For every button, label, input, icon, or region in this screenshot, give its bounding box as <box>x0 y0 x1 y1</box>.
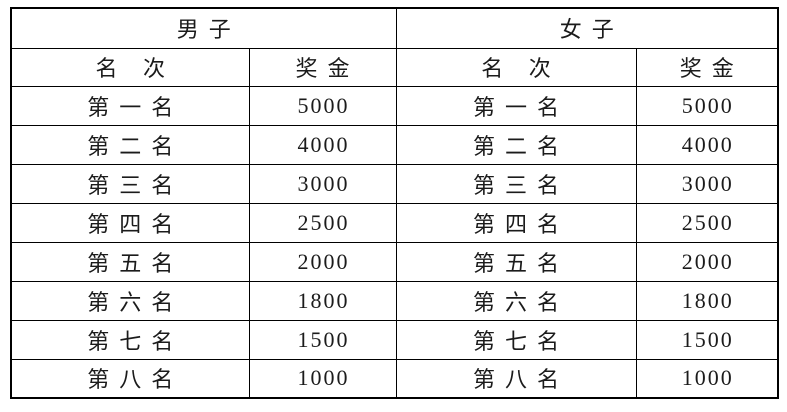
cell-text: 第七名 <box>473 328 570 354</box>
cell-text: 第七名 <box>87 328 184 354</box>
rank-cell: 第三名 <box>10 163 250 204</box>
cell-text: 5000 <box>681 92 734 118</box>
prize-cell: 5000 <box>248 85 397 126</box>
cell-text: 第三名 <box>87 172 184 198</box>
group-header-women-label: 女子 <box>559 17 624 43</box>
table-row: 第三名 3000 第三名 3000 <box>10 163 779 204</box>
col-header-rank-men: 名 次 <box>10 47 250 87</box>
rank-cell: 第四名 <box>10 202 250 243</box>
prize-cell: 1000 <box>248 358 397 399</box>
cell-text: 1800 <box>297 287 350 313</box>
col-header-prize-women: 奖金 <box>635 47 779 87</box>
rank-cell: 第六名 <box>395 280 637 321</box>
table-row: 第二名 4000 第二名 4000 <box>10 124 779 165</box>
cell-text: 2500 <box>681 209 734 235</box>
prize-cell: 1800 <box>248 280 397 321</box>
col-header-label: 名 次 <box>481 56 561 81</box>
rank-cell: 第五名 <box>10 241 250 282</box>
col-header-label: 名 次 <box>95 56 175 81</box>
rank-cell: 第六名 <box>10 280 250 321</box>
rank-cell: 第一名 <box>395 85 637 126</box>
prize-cell: 3000 <box>635 163 779 204</box>
cell-text: 第三名 <box>473 172 570 198</box>
rank-cell: 第七名 <box>10 319 250 360</box>
cell-text: 第一名 <box>87 94 184 120</box>
prize-cell: 4000 <box>635 124 779 165</box>
rank-cell: 第四名 <box>395 202 637 243</box>
rank-cell: 第八名 <box>10 358 250 399</box>
table-row: 第八名 1000 第八名 1000 <box>10 358 779 399</box>
rank-cell: 第五名 <box>395 241 637 282</box>
cell-text: 1800 <box>681 287 734 313</box>
cell-text: 3000 <box>681 170 734 196</box>
prize-cell: 1000 <box>635 358 779 399</box>
prize-cell: 2500 <box>248 202 397 243</box>
table-row: 第一名 5000 第一名 5000 <box>10 85 779 126</box>
table-row: 第四名 2500 第四名 2500 <box>10 202 779 243</box>
rank-cell: 第二名 <box>395 124 637 165</box>
group-header-men: 男子 <box>10 7 397 49</box>
group-header-men-label: 男子 <box>176 17 241 43</box>
cell-text: 第六名 <box>473 289 570 315</box>
cell-text: 第八名 <box>473 367 570 393</box>
rank-cell: 第八名 <box>395 358 637 399</box>
cell-text: 第六名 <box>87 289 184 315</box>
cell-text: 2000 <box>297 248 350 274</box>
cell-text: 第二名 <box>473 133 570 159</box>
table-row: 第六名 1800 第六名 1800 <box>10 280 779 321</box>
group-header-women: 女子 <box>395 7 779 49</box>
col-header-label: 奖金 <box>295 56 360 81</box>
table-row: 第七名 1500 第七名 1500 <box>10 319 779 360</box>
cell-text: 1000 <box>297 365 350 391</box>
prize-cell: 1800 <box>635 280 779 321</box>
col-header-label: 奖金 <box>679 56 744 81</box>
cell-text: 第二名 <box>87 133 184 159</box>
cell-text: 3000 <box>297 170 350 196</box>
cell-text: 1500 <box>681 326 734 352</box>
rank-cell: 第二名 <box>10 124 250 165</box>
rank-cell: 第七名 <box>395 319 637 360</box>
prize-cell: 1500 <box>635 319 779 360</box>
col-header-rank-women: 名 次 <box>395 47 637 87</box>
cell-text: 5000 <box>297 92 350 118</box>
cell-text: 2500 <box>297 209 350 235</box>
cell-text: 第八名 <box>87 367 184 393</box>
group-header-row: 男子 女子 <box>10 7 779 49</box>
prize-cell: 4000 <box>248 124 397 165</box>
prize-cell: 2500 <box>635 202 779 243</box>
cell-text: 第五名 <box>87 250 184 276</box>
rank-cell: 第一名 <box>10 85 250 126</box>
cell-text: 第一名 <box>473 94 570 120</box>
cell-text: 1500 <box>297 326 350 352</box>
cell-text: 第四名 <box>473 211 570 237</box>
cell-text: 4000 <box>681 131 734 157</box>
prize-cell: 5000 <box>635 85 779 126</box>
cell-text: 4000 <box>297 131 350 157</box>
prize-table: 男子 女子 名 次 奖金 名 次 奖金 第一名 5000 第一名 5000 第二… <box>10 7 780 399</box>
prize-cell: 1500 <box>248 319 397 360</box>
prize-cell: 3000 <box>248 163 397 204</box>
cell-text: 第五名 <box>473 250 570 276</box>
prize-cell: 2000 <box>248 241 397 282</box>
cell-text: 1000 <box>681 365 734 391</box>
cell-text: 2000 <box>681 248 734 274</box>
table-row: 第五名 2000 第五名 2000 <box>10 241 779 282</box>
col-header-prize-men: 奖金 <box>248 47 397 87</box>
cell-text: 第四名 <box>87 211 184 237</box>
prize-cell: 2000 <box>635 241 779 282</box>
rank-cell: 第三名 <box>395 163 637 204</box>
column-header-row: 名 次 奖金 名 次 奖金 <box>10 47 779 87</box>
